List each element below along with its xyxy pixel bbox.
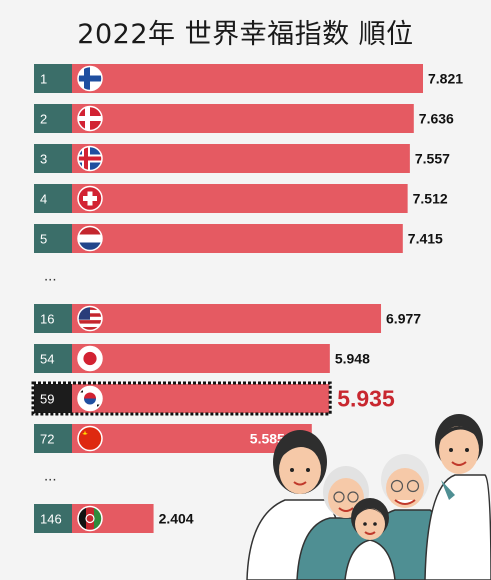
- rank-label: 5: [40, 232, 47, 247]
- rank-block: [34, 184, 72, 213]
- father-figure: [424, 414, 491, 580]
- chart-row: 146 2.404: [34, 504, 194, 533]
- value-label: 7.636: [419, 111, 454, 127]
- value-label: 7.557: [415, 151, 450, 167]
- value-label: 2.404: [159, 511, 194, 527]
- rank-label: 54: [40, 352, 54, 367]
- rank-label: 16: [40, 312, 54, 327]
- chart-row: 16 6.977: [34, 304, 421, 333]
- rank-label: 1: [40, 72, 47, 87]
- rank-label: 59: [40, 392, 54, 407]
- rank-block: [34, 64, 72, 93]
- chart-row: 3 7.557: [34, 144, 450, 173]
- rank-block: [34, 304, 72, 333]
- chart-row: 59 5.935: [31, 381, 395, 416]
- child-figure: [344, 498, 396, 580]
- chart-row: 54 5.948: [34, 344, 370, 373]
- rank-block: [34, 384, 72, 413]
- value-label: 5.935: [337, 386, 395, 412]
- rank-block: [34, 504, 72, 533]
- value-label: 6.977: [386, 311, 421, 327]
- chart-ellipsis: ...: [44, 468, 57, 485]
- value-label: 5.948: [335, 351, 370, 367]
- value-label: 7.415: [408, 231, 443, 247]
- rank-block: [34, 144, 72, 173]
- chart-row: 1 7.821: [34, 64, 463, 93]
- rank-block: [34, 344, 72, 373]
- chart-ellipsis: ...: [44, 268, 57, 285]
- chart-row: 72 5.585: [34, 424, 312, 453]
- chart-title: 2022年 世界幸福指数 順位: [77, 19, 414, 50]
- rank-block: [34, 424, 72, 453]
- chart-row: 5 7.415: [34, 224, 443, 253]
- rank-label: 3: [40, 152, 47, 167]
- rank-label: 4: [40, 192, 47, 207]
- rank-block: [34, 104, 72, 133]
- rank-block: [34, 224, 72, 253]
- highlight-outline: [31, 381, 332, 416]
- value-label: 5.585: [250, 431, 285, 447]
- value-label: 7.821: [428, 71, 463, 87]
- rank-label: 72: [40, 432, 54, 447]
- chart-row: 4 7.512: [34, 184, 448, 213]
- rank-label: 146: [40, 512, 62, 527]
- family-illustration: [246, 414, 491, 580]
- rank-label: 2: [40, 112, 47, 127]
- value-label: 7.512: [413, 191, 448, 207]
- chart-row: 2 7.636: [34, 104, 454, 133]
